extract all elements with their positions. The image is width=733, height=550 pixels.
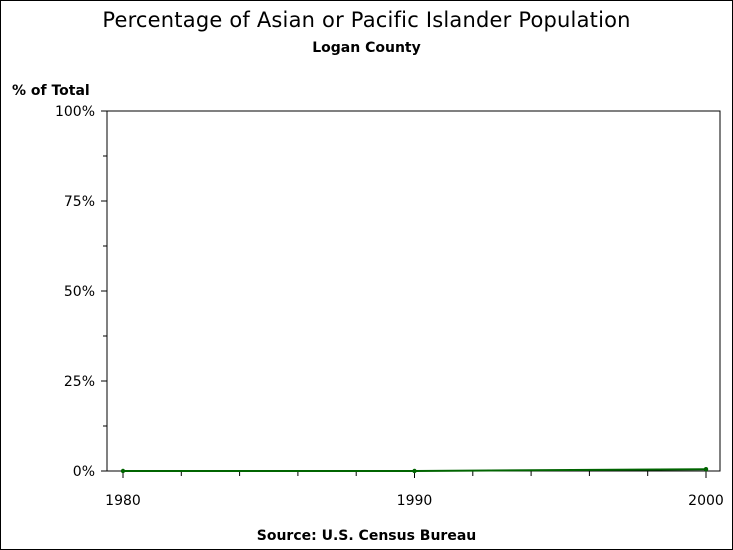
- data-point: [703, 467, 709, 472]
- y-tick-label: 0%: [73, 464, 95, 480]
- y-tick-label: 75%: [64, 194, 95, 210]
- y-axis-title: % of Total: [12, 83, 90, 99]
- chart-title: Percentage of Asian or Pacific Islander …: [102, 8, 631, 32]
- x-tick-label: 2000: [688, 493, 724, 509]
- data-point: [120, 468, 126, 474]
- y-tick-label: 50%: [64, 284, 95, 300]
- chart-subtitle: Logan County: [312, 40, 421, 56]
- y-tick-label: 25%: [64, 374, 95, 390]
- source-footnote: Source: U.S. Census Bureau: [256, 528, 477, 544]
- y-tick-label: 100%: [55, 104, 95, 120]
- x-tick-label: 1980: [105, 493, 141, 509]
- data-point: [412, 468, 417, 474]
- plot-area-border: [106, 110, 721, 472]
- x-tick-label: 1990: [397, 493, 433, 509]
